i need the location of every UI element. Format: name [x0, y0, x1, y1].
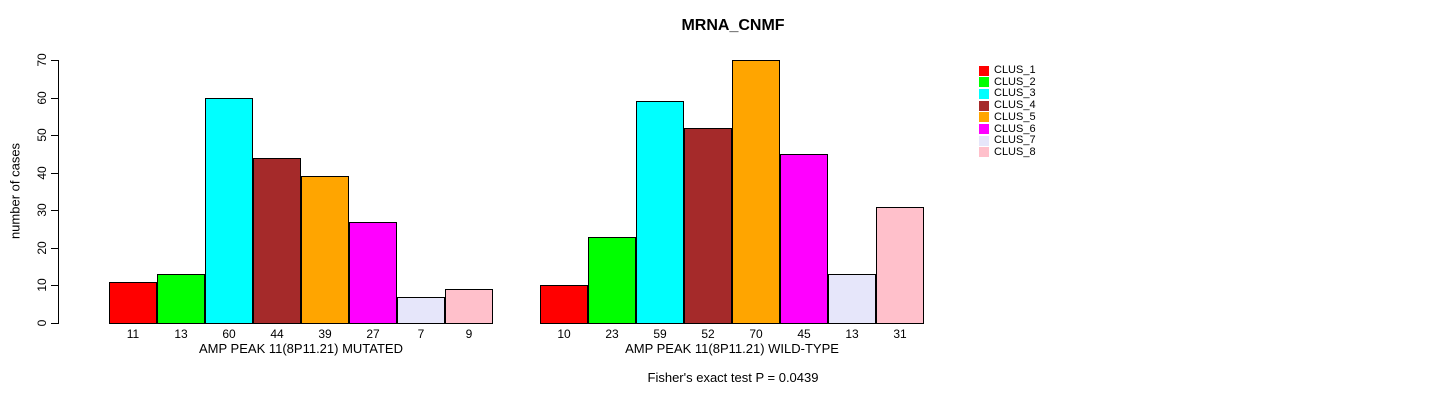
- bar-value-label: 10: [557, 327, 571, 341]
- y-tick-label: 50: [35, 128, 49, 142]
- fisher-test-caption: Fisher's exact test P = 0.0439: [647, 370, 819, 385]
- y-axis-line: [58, 60, 59, 324]
- legend-label: CLUS_4: [994, 99, 1036, 112]
- legend-swatch-clus_5: [979, 112, 989, 123]
- bar-value-label: 23: [605, 327, 619, 341]
- y-axis-tick: [51, 210, 58, 212]
- y-axis-tick: [51, 60, 58, 61]
- y-axis-tick: [51, 285, 58, 287]
- legend-label: CLUS_5: [994, 110, 1036, 123]
- bar-clus_3: [636, 101, 684, 324]
- legend-item-clus_1: CLUS_1: [979, 65, 1036, 76]
- y-axis-label: number of cases: [7, 142, 23, 240]
- legend-item-clus_3: CLUS_3: [979, 88, 1036, 99]
- y-tick-label: 70: [35, 53, 49, 67]
- bar-value-label: 27: [366, 327, 380, 341]
- y-tick-label: 40: [35, 166, 49, 180]
- legend-swatch-clus_2: [979, 77, 989, 88]
- y-axis-tick: [51, 323, 58, 324]
- bar-value-label: 52: [701, 327, 715, 341]
- bar-clus_4: [684, 127, 732, 324]
- bar-clus_6: [349, 221, 397, 324]
- legend-label: CLUS_6: [994, 122, 1036, 135]
- legend-swatch-clus_4: [979, 100, 989, 111]
- legend-item-clus_6: CLUS_6: [979, 122, 1036, 135]
- x-axis-label-0: AMP PEAK 11(8P11.21) MUTATED: [199, 341, 403, 356]
- y-tick-label: 20: [35, 241, 49, 255]
- bar-clus_1: [540, 285, 588, 324]
- legend-item-clus_4: CLUS_4: [979, 100, 1036, 111]
- chart-title: MRNA_CNMF: [681, 17, 785, 34]
- bar-clus_1: [109, 281, 157, 324]
- legend-swatch-clus_8: [979, 147, 989, 158]
- bar-value-label: 60: [222, 327, 236, 341]
- bar-clus_2: [157, 274, 205, 324]
- legend-swatch-clus_3: [979, 88, 989, 99]
- bar-value-label: 39: [318, 327, 332, 341]
- legend-label: CLUS_7: [994, 134, 1036, 147]
- legend-item-clus_7: CLUS_7: [979, 135, 1036, 146]
- bar-value-label: 9: [465, 327, 473, 341]
- y-tick-label: 30: [35, 203, 49, 217]
- bar-value-label: 13: [174, 327, 188, 341]
- bar-value-label: 31: [893, 327, 907, 341]
- legend-swatch-clus_6: [979, 124, 989, 134]
- legend-swatch-clus_1: [979, 65, 989, 76]
- bar-clus_3: [205, 97, 253, 324]
- legend-swatch-clus_7: [979, 135, 989, 146]
- legend-label: CLUS_2: [994, 75, 1036, 88]
- bar-value-label: 59: [653, 327, 667, 341]
- bar-value-label: 11: [126, 327, 140, 341]
- bar-clus_5: [301, 176, 349, 324]
- x-axis-label-1: AMP PEAK 11(8P11.21) WILD-TYPE: [625, 341, 839, 356]
- bar-value-label: 7: [417, 327, 425, 341]
- y-tick-label: 0: [35, 319, 49, 327]
- bar-clus_2: [588, 236, 636, 324]
- bar-value-label: 13: [845, 327, 859, 341]
- bar-clus_8: [445, 289, 493, 324]
- bar-clus_5: [732, 60, 780, 324]
- legend-label: CLUS_1: [994, 64, 1036, 76]
- y-tick-label: 60: [35, 90, 49, 105]
- bar-clus_4: [253, 157, 301, 324]
- y-axis-tick: [51, 247, 58, 249]
- legend-label: CLUS_3: [994, 87, 1036, 100]
- y-axis-tick: [51, 97, 58, 99]
- y-axis-tick: [51, 135, 58, 137]
- legend-item-clus_2: CLUS_2: [979, 75, 1036, 88]
- y-tick-label: 10: [35, 278, 49, 293]
- bar-clus_7: [397, 296, 445, 324]
- y-axis-tick: [51, 172, 58, 174]
- bar-value-label: 44: [270, 327, 284, 341]
- bar-value-label: 70: [749, 327, 763, 341]
- bar-clus_8: [876, 206, 924, 324]
- legend-label: CLUS_8: [994, 145, 1036, 158]
- legend-item-clus_8: CLUS_8: [979, 145, 1036, 158]
- legend-item-clus_5: CLUS_5: [979, 110, 1036, 123]
- bar-clus_7: [828, 274, 876, 324]
- bar-clus_6: [780, 153, 828, 324]
- bar-value-label: 45: [797, 327, 811, 341]
